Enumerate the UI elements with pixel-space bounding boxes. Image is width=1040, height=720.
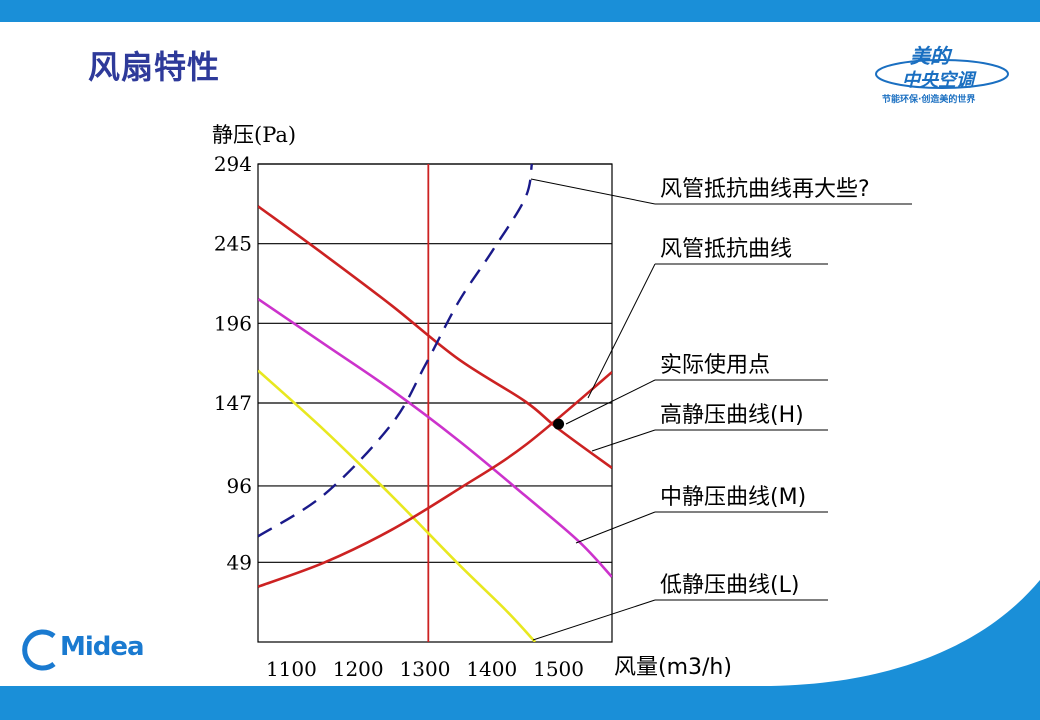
y-tick-label: 294 bbox=[214, 152, 252, 176]
midea-logo-text: Midea bbox=[60, 632, 145, 662]
brand-logo-cn: 美的 中央空调 节能环保·创造美的世界 bbox=[872, 38, 1012, 105]
y-tick-label: 147 bbox=[214, 391, 252, 415]
brand-cn-line1: 美的 bbox=[910, 44, 950, 68]
annotation-label-high: 高静压曲线(H) bbox=[660, 403, 804, 428]
y-tick-label: 245 bbox=[214, 232, 252, 256]
x-tick-label: 1500 bbox=[533, 657, 584, 681]
duct-resistance-bigger-curve bbox=[258, 163, 534, 538]
duct-resistance-curve bbox=[258, 371, 612, 588]
plot-frame-rect bbox=[257, 163, 613, 643]
x-tick-label: 1400 bbox=[466, 657, 517, 681]
operating-point-marker bbox=[553, 418, 565, 430]
y-axis-label: 静压(Pa) bbox=[212, 123, 296, 147]
annotation-label-point: 实际使用点 bbox=[660, 353, 770, 378]
y-tick-label: 49 bbox=[227, 550, 252, 574]
slide-title: 风扇特性 bbox=[88, 48, 221, 86]
annotation-leader-line bbox=[565, 379, 656, 425]
mid-static-curve bbox=[258, 297, 612, 578]
brand-slogan: 节能环保·创造美的世界 bbox=[882, 95, 976, 105]
brand-cn-line2: 中央空调 bbox=[902, 70, 974, 91]
annotation-label-duct: 风管抵抗曲线 bbox=[660, 237, 792, 262]
plot-frame bbox=[257, 163, 613, 643]
annotation-label-duct-bigger: 风管抵抗曲线再大些? bbox=[660, 177, 870, 202]
y-tick-label: 96 bbox=[227, 474, 252, 498]
low-static-curve bbox=[258, 369, 537, 642]
annotation-leader-line bbox=[532, 599, 656, 641]
operating-point-layer bbox=[553, 418, 565, 430]
x-tick-label: 1200 bbox=[333, 657, 384, 681]
annotation-leader-line bbox=[591, 429, 656, 452]
x-tick-label: 1100 bbox=[266, 657, 317, 681]
x-axis-label: 风量(m3/h) bbox=[614, 655, 732, 680]
x-tick-label: 1300 bbox=[400, 657, 451, 681]
y-tick-label: 196 bbox=[214, 311, 252, 335]
annotation-label-mid: 中静压曲线(M) bbox=[660, 485, 806, 510]
series-layer bbox=[258, 163, 612, 642]
midea-logo: Midea bbox=[20, 626, 150, 672]
annotation-leader-line bbox=[575, 511, 656, 544]
tick-layer: 49 96 147 196 245 294 1100 1200 1300 1400 1500 bbox=[214, 152, 584, 681]
annotation-leader-line bbox=[587, 263, 656, 399]
brand-swoosh-icon bbox=[875, 59, 1009, 89]
annotation-leader-line bbox=[530, 178, 656, 205]
annotation-label-low: 低静压曲线(L) bbox=[660, 573, 799, 598]
midea-emblem-icon bbox=[22, 629, 56, 671]
top-bar bbox=[0, 0, 1040, 22]
